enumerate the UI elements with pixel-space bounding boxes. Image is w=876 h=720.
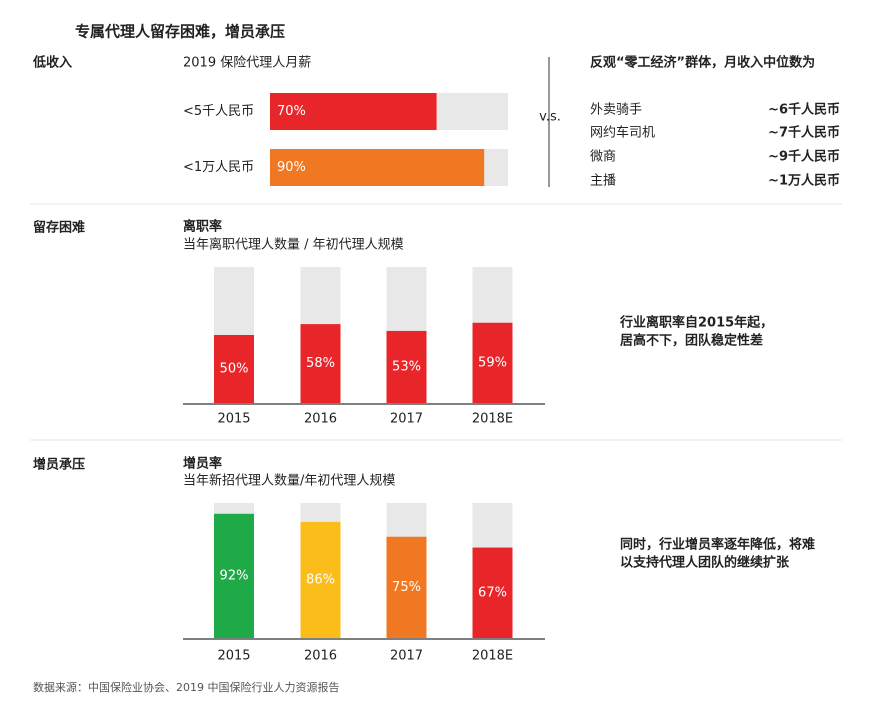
note: 同时，行业增员率逐年降低，将难 — [620, 537, 815, 553]
note: 以支持代理人团队的继续扩张 — [620, 555, 790, 571]
x-tick-label: 2016 — [304, 649, 337, 664]
value-label: 86% — [306, 572, 335, 587]
chart-title: 增员率 — [183, 456, 222, 472]
bar — [472, 547, 513, 638]
note: 行业离职率自2015年起， — [619, 315, 773, 331]
bar — [214, 335, 254, 403]
source: 数据来源：中国保险业协会、2019 中国保险行业人力资源报告 — [33, 680, 340, 694]
comparison-value: ~7千人民币 — [768, 125, 840, 141]
x-tick-label: 2015 — [217, 412, 250, 427]
bar — [300, 324, 341, 403]
vs-label: v.s. — [539, 110, 561, 125]
x-tick-label: 2015 — [217, 649, 250, 664]
comparison-value: ~6千人民币 — [768, 102, 840, 118]
page-title: 专属代理人留存困难，增员承压 — [75, 23, 285, 41]
value-label: 67% — [478, 585, 507, 600]
x-tick-label: 2016 — [304, 412, 337, 427]
x-tick-label: 2017 — [390, 412, 423, 427]
value-label: 53% — [392, 359, 421, 374]
section-label: 增员承压 — [33, 457, 85, 473]
section-label: 低收入 — [32, 55, 72, 71]
chart-subtitle: 当年新招代理人数量/年初代理人规模 — [183, 473, 395, 489]
comparison-name: 主播 — [590, 174, 616, 189]
bar — [214, 513, 254, 638]
chart-title: 离职率 — [183, 219, 222, 235]
section-label: 留存困难 — [33, 220, 85, 236]
comparison-value: ~9千人民币 — [768, 149, 840, 165]
comparison-name: 网约车司机 — [590, 125, 655, 141]
value-label: 70% — [277, 104, 306, 119]
x-tick-label: 2018E — [472, 649, 513, 664]
chart-title: 2019 保险代理人月薪 — [183, 56, 311, 71]
value-label: 58% — [306, 356, 335, 371]
comparison-name: 外卖骑手 — [590, 103, 642, 118]
bar — [270, 93, 437, 130]
x-tick-label: 2017 — [390, 649, 423, 664]
bar — [472, 322, 513, 403]
bar — [300, 521, 341, 638]
bar — [386, 536, 427, 638]
category-label: <5千人民币 — [183, 104, 254, 119]
value-label: 90% — [277, 160, 306, 175]
value-label: 59% — [478, 355, 507, 370]
comparison-value: ~1万人民币 — [768, 173, 840, 189]
value-label: 92% — [220, 568, 249, 583]
note: 居高不下，团队稳定性差 — [620, 333, 763, 349]
chart-subtitle: 当年离职代理人数量 / 年初代理人规模 — [183, 237, 404, 253]
comparison-title: 反观“零工经济”群体，月收入中位数为 — [590, 55, 815, 71]
bar — [386, 330, 427, 403]
x-tick-label: 2018E — [472, 412, 513, 427]
comparison-name: 微商 — [590, 150, 616, 165]
bar — [270, 149, 485, 186]
category-label: <1万人民币 — [183, 160, 254, 175]
value-label: 50% — [220, 362, 249, 377]
value-label: 75% — [392, 580, 421, 595]
